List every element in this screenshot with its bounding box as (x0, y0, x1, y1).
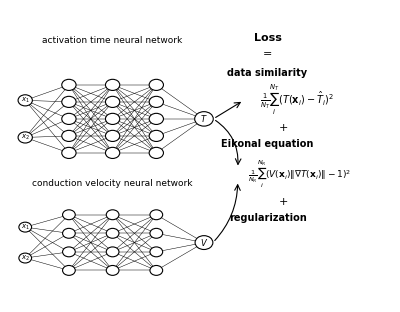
Text: Loss: Loss (254, 33, 282, 43)
Circle shape (62, 130, 76, 141)
Circle shape (106, 247, 119, 257)
Circle shape (150, 266, 163, 275)
Circle shape (62, 147, 76, 158)
Circle shape (106, 228, 119, 238)
Circle shape (18, 95, 32, 106)
Text: $x_1$: $x_1$ (21, 222, 30, 232)
Circle shape (106, 113, 120, 124)
Text: +: + (279, 123, 288, 133)
Circle shape (62, 247, 75, 257)
Text: $T$: $T$ (200, 113, 208, 124)
Text: $\frac{1}{N_R}\sum_{i}^{N_R}(V(\mathbf{x}_i)\|\nabla T(\mathbf{x}_i)\| - 1)^2$: $\frac{1}{N_R}\sum_{i}^{N_R}(V(\mathbf{x… (248, 159, 351, 190)
Circle shape (106, 130, 120, 141)
Text: $V$: $V$ (200, 237, 208, 248)
Circle shape (19, 222, 32, 232)
Circle shape (62, 228, 75, 238)
Circle shape (195, 236, 213, 250)
Text: $x_2$: $x_2$ (21, 133, 30, 142)
Circle shape (149, 130, 164, 141)
Circle shape (106, 210, 119, 220)
Circle shape (195, 112, 213, 126)
Circle shape (149, 113, 164, 124)
Circle shape (106, 266, 119, 275)
Circle shape (62, 79, 76, 90)
Circle shape (149, 96, 164, 107)
Circle shape (150, 210, 163, 220)
Circle shape (62, 113, 76, 124)
Circle shape (18, 132, 32, 143)
Text: +: + (279, 197, 288, 207)
Circle shape (106, 79, 120, 90)
Circle shape (149, 147, 164, 158)
Text: $x_2$: $x_2$ (21, 253, 30, 263)
Circle shape (62, 96, 76, 107)
Circle shape (62, 210, 75, 220)
Text: conduction velocity neural network: conduction velocity neural network (32, 179, 193, 188)
Circle shape (106, 96, 120, 107)
Text: data similarity: data similarity (228, 67, 308, 77)
Text: regularization: regularization (229, 213, 306, 223)
Text: $\frac{1}{N_T}\sum_{i}^{N_T}(T(\mathbf{x}_i) - \hat{T}_i)^2$: $\frac{1}{N_T}\sum_{i}^{N_T}(T(\mathbf{x… (260, 83, 334, 117)
Circle shape (19, 253, 32, 263)
Circle shape (149, 79, 164, 90)
Circle shape (62, 266, 75, 275)
Circle shape (150, 247, 163, 257)
Text: Eikonal equation: Eikonal equation (221, 139, 314, 149)
Circle shape (106, 147, 120, 158)
Circle shape (150, 228, 163, 238)
Text: activation time neural network: activation time neural network (42, 36, 183, 45)
Text: $x_1$: $x_1$ (21, 96, 30, 105)
Text: =: = (263, 49, 272, 59)
